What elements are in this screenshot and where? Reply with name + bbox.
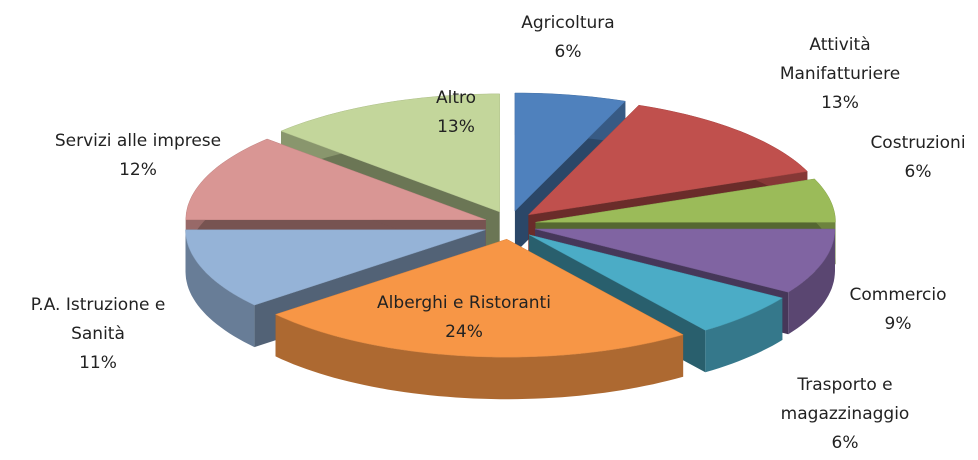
- slice-label: Alberghi e Ristoranti: [377, 293, 551, 313]
- value-label: 13%: [821, 93, 859, 113]
- slice-label-line: Altro: [436, 88, 476, 108]
- slice-label-line: Commercio: [850, 285, 947, 305]
- slice: [274, 238, 684, 358]
- slice-side: [705, 298, 783, 373]
- value-label: 12%: [119, 160, 157, 180]
- slice-label: Agricoltura: [521, 13, 614, 33]
- slice-label-line: Attività: [809, 35, 870, 55]
- slice-label-line: Costruzioni: [870, 133, 965, 153]
- slice-side: [788, 229, 835, 335]
- slice-label-line: Alberghi e Ristoranti: [377, 293, 551, 313]
- slice-label: Servizi alle imprese: [55, 131, 221, 151]
- slice: [528, 234, 783, 331]
- slice-label: Commercio: [850, 285, 947, 305]
- slice-label-line: Servizi alle imprese: [55, 131, 221, 151]
- slice: [185, 138, 486, 220]
- value-label: 6%: [905, 162, 932, 182]
- slice-label: Altro: [436, 88, 476, 108]
- slice: [185, 229, 486, 306]
- slice-label-line: Sanità: [71, 324, 125, 344]
- slice-label: Trasporto e magazzinaggio: [781, 375, 910, 424]
- slice: [534, 228, 836, 293]
- slice-label-line: Manifatturiere: [780, 64, 900, 84]
- slice: [535, 178, 836, 223]
- slice: [527, 104, 808, 216]
- value-label: 6%: [832, 433, 859, 453]
- slice-label-line: magazzinaggio: [781, 404, 910, 424]
- value-label: 11%: [79, 353, 117, 373]
- slice-label-line: P.A. Istruzione e: [31, 295, 166, 315]
- value-label: 9%: [885, 314, 912, 334]
- slice: [280, 93, 500, 213]
- slice: [514, 92, 626, 212]
- value-label: 13%: [437, 117, 475, 137]
- slice-side: [185, 229, 255, 348]
- value-label: 24%: [445, 322, 483, 342]
- slice-label-line: Agricoltura: [521, 13, 614, 33]
- slice-label-line: Trasporto e: [796, 375, 892, 395]
- slice-label: P.A. Istruzione e Sanità: [31, 295, 166, 344]
- slice-label: Costruzioni: [870, 133, 965, 153]
- slice-label: Attività Manifatturiere: [780, 35, 900, 84]
- value-label: 6%: [555, 42, 582, 62]
